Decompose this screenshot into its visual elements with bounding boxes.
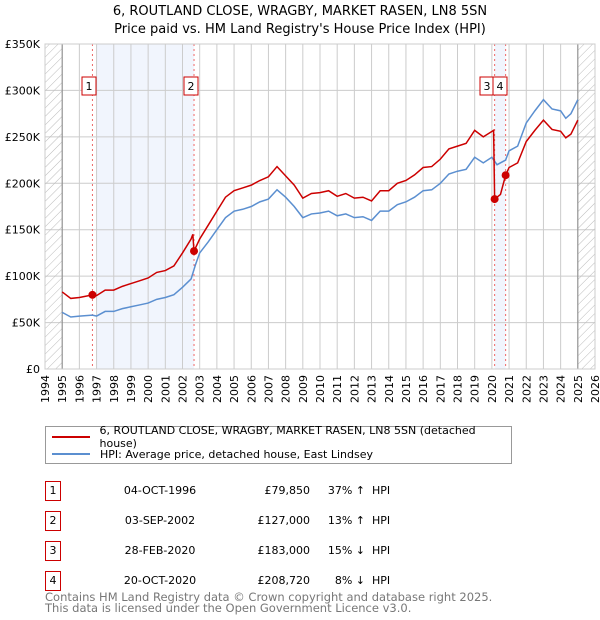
y-tick-label: £50K [12,317,41,330]
x-tick-label: 1999 [125,375,138,403]
y-tick-label: £150K [5,224,41,237]
series-line [61,98,579,318]
x-tick-label: 2006 [245,375,258,403]
y-tick-label: £100K [5,270,41,283]
x-tick-label: 1996 [73,375,86,403]
x-tick-label: 2005 [228,375,241,403]
legend-swatch-blue [52,453,90,455]
x-tick-label: 2021 [503,375,516,403]
footer-line-1: Contains HM Land Registry data © Crown c… [45,590,493,604]
legend-item-hpi: HPI: Average price, detached house, East… [52,446,373,462]
footer-line-2: This data is licensed under the Open Gov… [45,601,412,615]
sale-point [490,195,499,204]
x-tick-label: 2026 [589,375,600,403]
x-tick-label: 2015 [400,375,413,403]
legend-label: HPI: Average price, detached house, East… [100,447,374,461]
x-tick-label: 2000 [142,375,155,403]
x-tick-label: 1994 [39,375,52,403]
hpi-label: HPI [372,574,391,587]
hpi-change: 8% ↓ [334,574,365,587]
x-tick-label: 2016 [417,375,430,403]
sale-label: 2 [188,80,195,93]
x-tick-label: 2010 [314,375,327,403]
y-tick-label: £300K [5,84,41,97]
y-tick-label: £350K [5,38,41,51]
x-tick-label: 2017 [434,375,447,403]
sale-date: 28-FEB-2020 [124,544,196,557]
sale-point [501,171,510,180]
legend-swatch-red [52,436,90,438]
y-tick-label: £200K [5,177,41,190]
x-tick-label: 2025 [572,375,585,403]
x-tick-label: 2001 [159,375,172,403]
sale-label: 4 [497,80,504,93]
sale-label: 1 [86,80,93,93]
sale-label-box [81,76,97,96]
x-tick-label: 2012 [348,375,361,403]
chart-subtitle: Price paid vs. HM Land Registry's House … [114,22,486,37]
sale-point [190,247,199,256]
hpi-label: HPI [372,514,391,527]
x-tick-label: 2024 [555,375,568,403]
x-tick-label: 2022 [520,375,533,403]
x-tick-label: 2018 [452,375,465,403]
y-tick-label: £0 [26,363,40,376]
shaded-region [494,44,506,369]
x-tick-label: 2011 [331,375,344,403]
x-tick-label: 2004 [211,375,224,403]
sale-date: 04-OCT-1996 [123,484,197,497]
series-line [61,119,579,300]
x-tick-label: 2020 [486,375,499,403]
x-tick-label: 2023 [537,375,550,403]
chart-title: 6, ROUTLAND CLOSE, WRAGBY, MARKET RASEN,… [112,4,488,19]
sale-date: 03-SEP-2002 [124,514,196,527]
sale-label-box [492,76,508,96]
sale-number-badge: 4 [45,571,61,591]
legend-item-property: 6, ROUTLAND CLOSE, WRAGBY, MARKET RASEN,… [52,424,511,450]
sale-point [88,290,97,299]
x-tick-label: 2014 [383,375,396,403]
x-tick-label: 2007 [262,375,275,403]
y-tick-label: £250K [5,131,41,144]
x-tick-label: 2009 [297,375,310,403]
hpi-label: HPI [372,544,391,557]
price-chart: 1994 1995 1996 1997 1998 1999 2000 2001 2002 2003… [5,38,600,403]
hpi-change: 15% ↓ [327,544,365,557]
x-tick-label: 2002 [177,375,190,403]
shaded-region [96,44,195,369]
x-tick-label: 2008 [280,375,293,403]
sale-label-box [183,76,199,96]
x-tick-label: 1995 [56,375,69,403]
hpi-change: 13% ↑ [327,514,365,527]
hpi-label: HPI [372,484,391,497]
sale-number-badge: 2 [45,511,61,531]
plot-frame [44,43,596,370]
x-tick-label: 2013 [366,375,379,403]
sale-price: £79,850 [264,484,311,497]
sale-price: £127,000 [257,514,311,527]
x-tick-label: 1998 [108,375,121,403]
sale-date: 20-OCT-2020 [123,574,197,587]
legend: 6, ROUTLAND CLOSE, WRAGBY, MARKET RASEN,… [45,424,512,464]
x-tick-label: 2003 [194,375,207,403]
sale-price: £183,000 [257,544,311,557]
sale-number-badge: 1 [45,481,61,501]
sale-number-badge: 3 [45,541,61,561]
sale-label: 3 [484,80,491,93]
x-tick-label: 2019 [469,375,482,403]
hatched-region [45,44,63,369]
hatched-region [577,44,595,369]
sale-price: £208,720 [257,574,311,587]
legend-label: 6, ROUTLAND CLOSE, WRAGBY, MARKET RASEN,… [99,424,476,450]
hpi-change: 37% ↑ [327,484,365,497]
x-tick-label: 1997 [91,375,104,403]
